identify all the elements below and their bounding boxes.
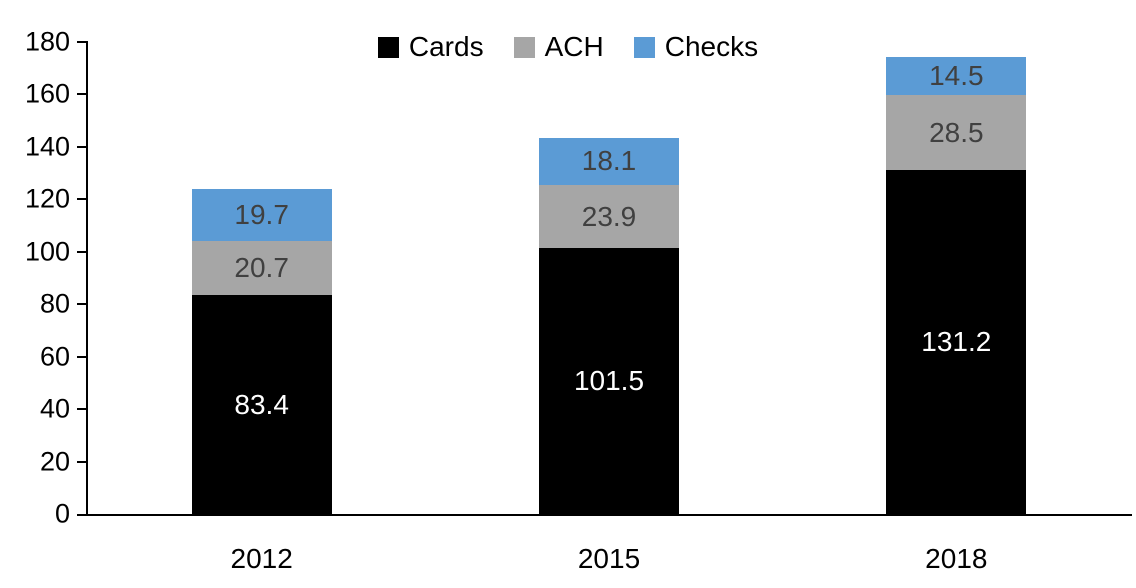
y-axis-tick-label: 60 [39, 341, 70, 372]
y-axis-tick [77, 250, 88, 253]
x-axis-label-2018: 2018 [925, 543, 988, 574]
legend-item-ach: ACH [513, 31, 604, 62]
bar-segment-ach-2018: 28.5 [886, 95, 1027, 170]
bar-segment-ach-2015: 23.9 [539, 185, 679, 248]
x-axis-label-2015: 2015 [577, 543, 641, 574]
y-axis-tick [77, 355, 88, 358]
y-axis-tick [77, 41, 88, 43]
y-axis-tick [77, 198, 88, 201]
y-axis-tick-label: 120 [24, 183, 70, 214]
y-axis-tick-label: 180 [24, 26, 70, 57]
x-axis-line [77, 514, 1132, 516]
y-axis-tick-label: 0 [54, 498, 70, 529]
bar-segment-ach-2012: 20.7 [191, 241, 332, 296]
x-axis-label-2012: 2012 [230, 543, 293, 574]
y-axis-tick-label: 40 [39, 393, 70, 424]
legend-item-checks: Checks [633, 31, 759, 62]
legend-swatch-checks-icon [633, 36, 655, 58]
y-axis-tick-label: 140 [24, 131, 70, 162]
chart-legend: Cards ACH Checks [0, 33, 1136, 61]
bar-segment-cards-2015: 101.5 [539, 247, 679, 514]
segment-value-label: 20.7 [234, 252, 289, 284]
legend-label: Checks [664, 31, 759, 62]
legend-swatch-ach-icon [513, 36, 535, 58]
legend-label: Cards [408, 31, 484, 62]
y-axis-tick-label: 20 [39, 446, 70, 477]
y-axis-tick-label: 80 [39, 288, 70, 319]
segment-value-label: 28.5 [929, 116, 984, 148]
segment-value-label: 14.5 [929, 60, 984, 92]
y-axis-tick [77, 408, 88, 411]
bar-segment-checks-2015: 18.1 [539, 137, 679, 186]
y-axis-tick [77, 460, 88, 463]
y-axis-tick [77, 303, 88, 306]
segment-value-label: 101.5 [573, 364, 645, 396]
y-axis-tick-label: 100 [24, 236, 70, 267]
legend-label: ACH [544, 31, 604, 62]
segment-value-label: 131.2 [921, 325, 992, 357]
y-axis-tick-label: 160 [24, 78, 70, 109]
legend-item-cards: Cards [377, 31, 484, 62]
bar-segment-checks-2018: 14.5 [886, 57, 1027, 96]
segment-value-label: 83.4 [234, 388, 289, 420]
bar-segment-cards-2012: 83.4 [191, 295, 332, 514]
segment-value-label: 18.1 [581, 145, 637, 177]
y-axis-tick [77, 93, 88, 96]
y-axis-line [86, 42, 88, 516]
bar-segment-checks-2012: 19.7 [191, 189, 332, 242]
legend-swatch-cards-icon [377, 36, 399, 58]
bar-segment-cards-2018: 131.2 [886, 169, 1027, 514]
segment-value-label: 23.9 [581, 200, 637, 232]
segment-value-label: 19.7 [234, 199, 289, 231]
y-axis-tick [77, 145, 88, 148]
